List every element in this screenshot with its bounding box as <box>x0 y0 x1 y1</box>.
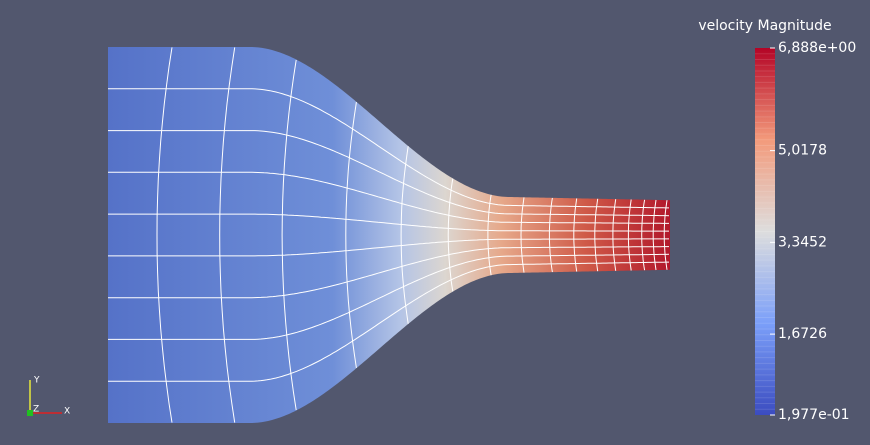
mesh-line <box>156 47 173 423</box>
z-axis-arrow <box>27 410 33 416</box>
color-bar-tick-label: 5,0178 <box>778 143 827 159</box>
mesh-line <box>573 198 578 272</box>
mesh-line <box>281 59 297 411</box>
mesh-line <box>345 102 357 368</box>
mesh-line <box>219 47 236 423</box>
mesh-line <box>108 130 670 217</box>
color-bar-bands <box>755 53 775 410</box>
color-bar-tick-label: 3,3452 <box>778 234 827 250</box>
axes-triad: Y X Z <box>27 376 70 417</box>
mesh-line <box>447 178 454 292</box>
mesh-line <box>594 198 599 272</box>
mesh-line <box>108 246 669 299</box>
color-bar <box>755 48 775 415</box>
y-axis-label: Y <box>33 376 40 386</box>
color-bar-tick-label: 1,6726 <box>778 326 827 342</box>
mesh <box>108 47 670 423</box>
mesh-line <box>612 199 617 271</box>
nozzle-surface <box>108 47 670 423</box>
mesh-line <box>627 199 632 271</box>
x-axis-label: X <box>64 407 70 417</box>
mesh-line <box>487 194 492 276</box>
mesh-line <box>400 146 409 324</box>
mesh-line <box>108 171 669 224</box>
mesh-line <box>108 253 670 340</box>
mesh-line <box>652 199 657 271</box>
z-axis-label: Z <box>33 405 39 415</box>
mesh-line <box>641 199 646 271</box>
mesh-line <box>548 197 553 273</box>
mesh-line <box>663 200 668 270</box>
color-bar-title: velocity Magnitude <box>698 18 831 34</box>
mesh-line <box>520 197 525 273</box>
mesh-line <box>108 213 669 232</box>
mesh-line <box>108 238 669 257</box>
color-bar-tick-label: 1,977e-01 <box>778 407 850 423</box>
color-bar-tick-label: 6,888e+00 <box>778 40 856 56</box>
